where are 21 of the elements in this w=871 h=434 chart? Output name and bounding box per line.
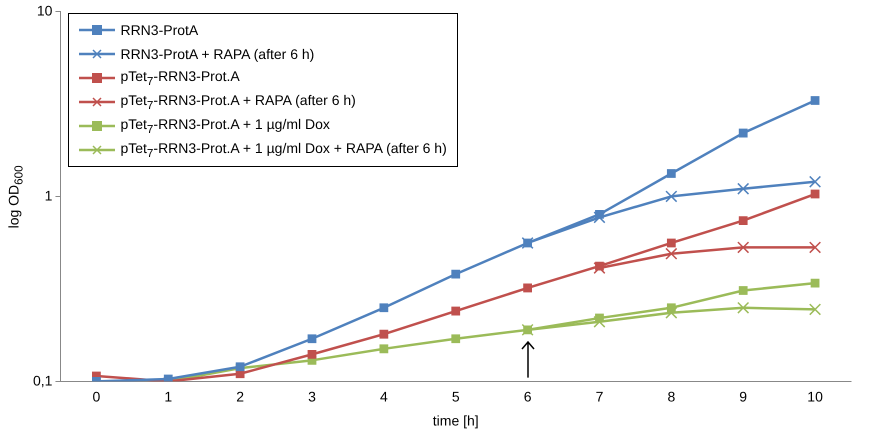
x-tick-label: 3 [308, 388, 316, 405]
y-tick-label: 0,1 [32, 372, 53, 388]
legend-label: pTet$_{7}$-RRN3-Prot.A + 1 µg/ml Dox [120, 116, 330, 136]
y-tick-label: 1 [44, 187, 53, 204]
x-tick-label: 10 [807, 388, 824, 405]
x-axis-title: time [h] [432, 412, 479, 428]
x-tick-label: 5 [452, 388, 460, 405]
y-tick-label: 10 [36, 2, 53, 18]
x-tick-label: 7 [596, 388, 604, 405]
x-tick-label: 9 [739, 388, 748, 405]
legend-label: RRN3-ProtA [120, 22, 198, 38]
x-tick-label: 6 [524, 388, 532, 405]
x-tick-label: 2 [236, 388, 244, 405]
legend-label: pTet$_{7}$-RRN3-Prot.A + 1 µg/ml Dox + RAPA (after 6 h) [120, 140, 447, 160]
x-tick-label: 1 [164, 388, 172, 405]
x-tick-label: 8 [667, 388, 676, 405]
legend-label: pTet$_{7}$-RRN3-Prot.A [120, 68, 240, 88]
x-tick-label: 0 [92, 388, 100, 405]
legend-label: pTet$_{7}$-RRN3-Prot.A + RAPA (after 6 h) [120, 92, 356, 112]
legend-label: RRN3-ProtA + RAPA (after 6 h) [120, 46, 314, 62]
x-tick-label: 4 [380, 388, 388, 405]
